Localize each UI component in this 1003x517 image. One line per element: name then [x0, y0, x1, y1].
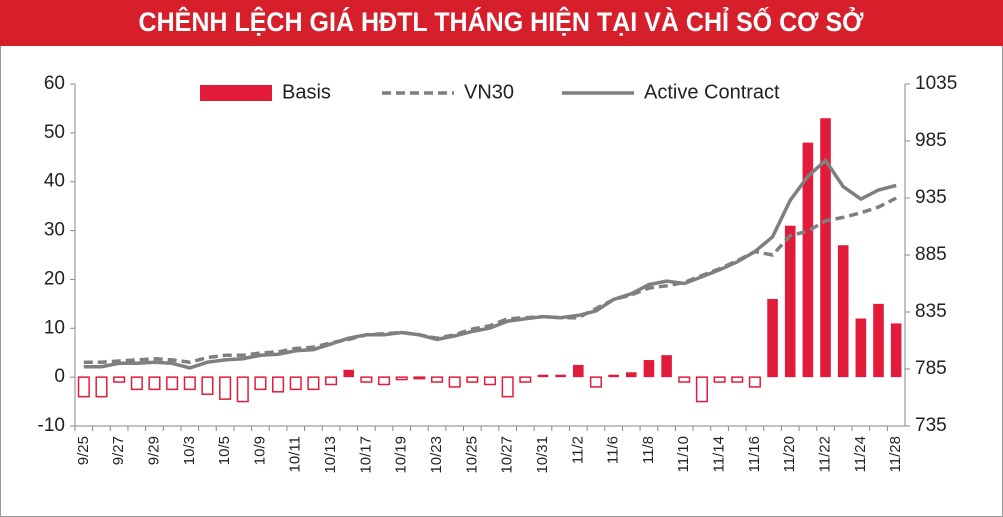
- title-banner: [0, 0, 1003, 46]
- bar: [466, 376, 479, 383]
- bar: [395, 376, 408, 381]
- y2-tick-label: 735: [915, 415, 947, 436]
- bar: [130, 376, 143, 391]
- y2-tick-label: 985: [915, 130, 947, 151]
- bar: [661, 355, 672, 378]
- bar: [289, 376, 302, 391]
- bar: [784, 225, 796, 378]
- bar: [555, 374, 566, 378]
- x-tick-label: 11/22: [817, 436, 834, 472]
- bar: [272, 376, 285, 393]
- bar: [625, 372, 637, 378]
- bar: [325, 376, 338, 386]
- line: [83, 157, 897, 370]
- x-tick-label: 10/5: [216, 436, 233, 465]
- bar: [608, 374, 619, 378]
- x-tick-label: 11/6: [605, 436, 622, 464]
- bar: [820, 118, 831, 378]
- y-tick-label: 50: [44, 122, 65, 143]
- bar: [767, 298, 778, 378]
- bar: [430, 376, 444, 383]
- y-tick-label: 40: [44, 171, 65, 192]
- x-tick-label: 10/23: [428, 436, 445, 474]
- x-tick-label: 11/16: [746, 436, 763, 472]
- bar: [413, 376, 426, 380]
- bar: [343, 369, 355, 378]
- x-tick-label: 11/20: [781, 436, 798, 472]
- x-tick-label: 10/17: [357, 436, 374, 474]
- x-tick-label: 10/27: [499, 436, 516, 474]
- x-tick-label: 10/13: [322, 436, 339, 474]
- bar: [166, 376, 179, 391]
- bar: [183, 376, 196, 391]
- legend-label: VN30: [464, 81, 514, 103]
- x-tick-label: 11/8: [640, 436, 657, 464]
- x-tick-label: 10/25: [463, 436, 480, 474]
- bar: [873, 303, 884, 378]
- bar: [589, 376, 603, 388]
- bar: [448, 376, 461, 388]
- bar: [236, 376, 249, 403]
- y-tick-label: 20: [44, 268, 65, 289]
- x-tick-label: 10/3: [181, 436, 198, 465]
- x-tick-label: 9/25: [75, 436, 92, 465]
- bar: [113, 376, 126, 383]
- bar: [219, 376, 232, 400]
- bar: [573, 364, 584, 378]
- y2-tick-label: 935: [915, 187, 947, 208]
- bar: [483, 376, 497, 386]
- bar: [713, 376, 726, 383]
- bar: [802, 142, 814, 378]
- line: [83, 196, 898, 364]
- y-tick-label: -10: [38, 415, 65, 436]
- bar: [695, 376, 708, 403]
- x-tick-label: 11/24: [852, 436, 869, 472]
- y-tick-label: 0: [54, 366, 65, 387]
- bar: [731, 376, 744, 383]
- legend-swatch: [200, 85, 272, 101]
- x-tick-label: 11/14: [711, 436, 728, 472]
- bar: [678, 376, 691, 383]
- bar: [748, 376, 761, 388]
- bar: [254, 376, 267, 391]
- bar: [77, 376, 90, 398]
- y2-tick-label: 885: [915, 244, 947, 265]
- bar: [643, 360, 655, 378]
- chart-title: CHÊNH LỆCH GIÁ HĐTL THÁNG HIỆN TẠI VÀ CH…: [139, 5, 864, 37]
- bar: [360, 376, 373, 383]
- bar: [95, 376, 108, 398]
- legend-label: Basis: [282, 81, 331, 103]
- bar: [537, 374, 549, 378]
- legend-label: Active Contract: [644, 81, 780, 103]
- bar: [501, 376, 514, 398]
- x-tick-label: 10/9: [251, 436, 268, 465]
- bar: [855, 318, 867, 378]
- bar: [519, 376, 532, 383]
- bar: [837, 245, 849, 378]
- bar: [377, 376, 391, 386]
- y-tick-label: 60: [44, 73, 65, 94]
- y2-tick-label: 1035: [915, 73, 957, 94]
- x-tick-label: 9/27: [110, 436, 127, 465]
- y2-tick-label: 835: [915, 301, 947, 322]
- x-tick-label: 9/29: [145, 436, 162, 465]
- y-tick-label: 30: [44, 220, 65, 241]
- y-tick-label: 10: [44, 317, 65, 338]
- x-tick-label: 11/10: [675, 436, 692, 472]
- x-tick-label: 11/28: [887, 436, 904, 472]
- bar: [307, 376, 320, 391]
- x-tick-label: 10/31: [534, 436, 551, 474]
- y2-tick-label: 785: [915, 358, 947, 379]
- x-tick-label: 10/11: [287, 436, 304, 472]
- x-tick-label: 11/2: [569, 436, 586, 464]
- bar: [201, 376, 214, 395]
- bar: [890, 323, 902, 378]
- bar: [148, 376, 161, 391]
- x-tick-label: 10/19: [393, 436, 410, 474]
